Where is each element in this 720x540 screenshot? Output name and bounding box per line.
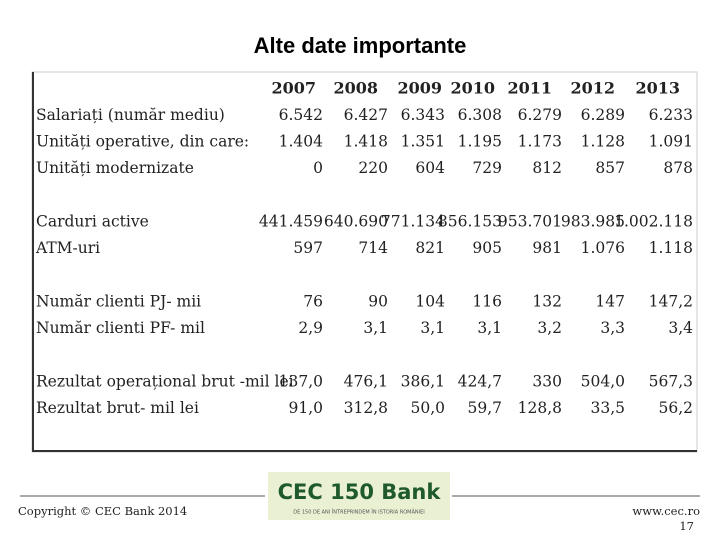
cell: 386,1	[401, 373, 445, 391]
cell: 6.542	[279, 106, 323, 124]
cell: 905	[472, 239, 502, 257]
cell: 3,3	[600, 319, 625, 337]
column-header: 2013	[635, 79, 680, 98]
cell: 3,4	[668, 319, 693, 337]
cell: 76	[303, 293, 323, 311]
cell: 6.427	[344, 106, 388, 124]
cell: 6.343	[401, 106, 445, 124]
cell: 1.128	[581, 133, 625, 151]
row-label: Număr clienti PJ- mii	[36, 293, 201, 311]
logo-box	[268, 472, 450, 520]
column-header: 2008	[333, 79, 378, 98]
cell: 6.233	[649, 106, 693, 124]
cell: 116	[472, 293, 502, 311]
cell: 1.173	[518, 133, 562, 151]
cell: 59,7	[467, 399, 502, 417]
cell: 50,0	[410, 399, 445, 417]
row-label: Carduri active	[36, 213, 149, 231]
cell: 604	[415, 159, 445, 177]
cell: 983.985	[561, 213, 625, 231]
cell: 812	[532, 159, 562, 177]
cell: 821	[415, 239, 445, 257]
cell: 1.076	[581, 239, 625, 257]
cell: 1.404	[279, 133, 324, 151]
row-label: Rezultat operațional brut -mil lei	[36, 373, 294, 391]
cell: 1.002.118	[614, 213, 693, 231]
cell: 424,7	[458, 373, 502, 391]
cell: 220	[358, 159, 388, 177]
cell: 6.289	[581, 106, 625, 124]
cell: 6.308	[458, 106, 502, 124]
column-header: 2011	[507, 79, 552, 98]
column-header: 2007	[271, 79, 316, 98]
row-label: ATM-uri	[35, 239, 100, 257]
logo-tagline: DE 150 DE ANI ÎNTREPRINDEM ÎN ISTORIA RO…	[293, 509, 424, 516]
row-label: Unități modernizate	[36, 159, 194, 177]
cell: 856.153	[438, 213, 502, 231]
cell: 3,1	[420, 319, 445, 337]
row-label: Rezultat brut- mil lei	[36, 399, 199, 417]
cell: 878	[663, 159, 693, 177]
cell: 91,0	[288, 399, 323, 417]
row-label: Număr clienti PF- mil	[36, 319, 205, 337]
cell: 330	[532, 373, 562, 391]
cell: 1.091	[649, 133, 693, 151]
cell: 729	[472, 159, 502, 177]
cell: 3,1	[363, 319, 388, 337]
cell: 104	[415, 293, 445, 311]
cell: 567,3	[649, 373, 693, 391]
cell: 128,8	[518, 399, 562, 417]
cell: 3,1	[477, 319, 502, 337]
cell: 504,0	[581, 373, 625, 391]
logo: CEC 150 Bank	[278, 480, 442, 504]
cell: 597	[293, 239, 323, 257]
cell: 6.279	[518, 106, 562, 124]
cell: 476,1	[344, 373, 388, 391]
cell: 2,9	[298, 319, 323, 337]
cell: 771.134	[381, 213, 445, 231]
cell: 56,2	[658, 399, 693, 417]
row-label: Salariați (număr mediu)	[36, 106, 225, 124]
copyright: Copyright © CEC Bank 2014	[18, 504, 187, 518]
cell: 640.690	[324, 213, 388, 231]
cell: 0	[313, 159, 323, 177]
cell: 147	[595, 293, 625, 311]
cell: 137,0	[279, 373, 323, 391]
website: www.cec.ro	[632, 504, 700, 518]
cell: 1.418	[344, 133, 388, 151]
cell: 953.701	[498, 213, 562, 231]
cell: 1.118	[649, 239, 693, 257]
column-header: 2009	[397, 79, 442, 98]
cell: 312,8	[344, 399, 388, 417]
cell: 1.195	[458, 133, 502, 151]
cell: 3,2	[537, 319, 562, 337]
cell: 33,5	[590, 399, 625, 417]
cell: 132	[532, 293, 562, 311]
cell: 1.351	[401, 133, 445, 151]
cell: 147,2	[649, 293, 693, 311]
column-header: 2012	[570, 79, 615, 98]
row-label: Unități operative, din care:	[36, 133, 249, 151]
column-header: 2010	[450, 79, 495, 98]
slide-title: Alte date importante	[254, 33, 467, 58]
cell: 981	[532, 239, 562, 257]
cell: 441.459	[259, 213, 323, 231]
cell: 714	[358, 239, 388, 257]
cell: 857	[595, 159, 625, 177]
table-frame	[31, 71, 698, 453]
cell: 90	[368, 293, 388, 311]
page-number: 17	[679, 519, 694, 533]
